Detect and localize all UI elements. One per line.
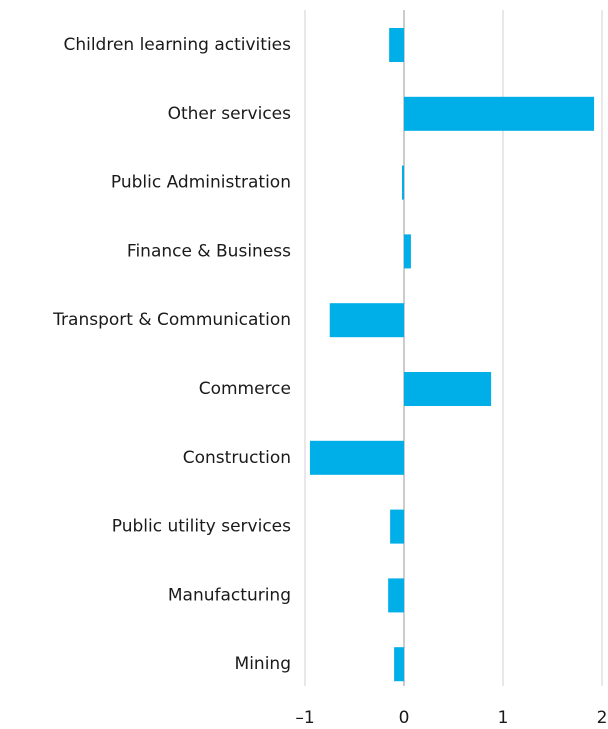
y-tick-label: Children learning activities <box>63 35 291 55</box>
bar <box>329 303 404 338</box>
bar <box>402 165 404 200</box>
y-tick-label: Construction <box>183 448 291 468</box>
bar <box>404 234 411 269</box>
y-tick-label: Other services <box>168 104 292 124</box>
x-tick-label: 1 <box>498 708 509 728</box>
y-tick-label: Finance & Business <box>127 241 291 261</box>
bar <box>404 372 492 406</box>
x-tick-label: –1 <box>295 708 314 728</box>
bar <box>309 440 404 475</box>
y-tick-label: Transport & Communication <box>52 310 291 330</box>
bar <box>404 96 595 131</box>
x-tick-label: 0 <box>399 708 410 728</box>
y-tick-label: Public Administration <box>111 173 291 193</box>
y-tick-label: Manufacturing <box>168 585 291 605</box>
y-tick-label: Commerce <box>199 379 291 399</box>
bar <box>390 509 404 544</box>
bar <box>388 578 404 613</box>
y-tick-label: Public utility services <box>112 517 291 537</box>
bar <box>394 647 404 682</box>
bar <box>389 28 404 62</box>
x-tick-label: 2 <box>597 708 608 728</box>
y-tick-label: Mining <box>235 654 291 674</box>
